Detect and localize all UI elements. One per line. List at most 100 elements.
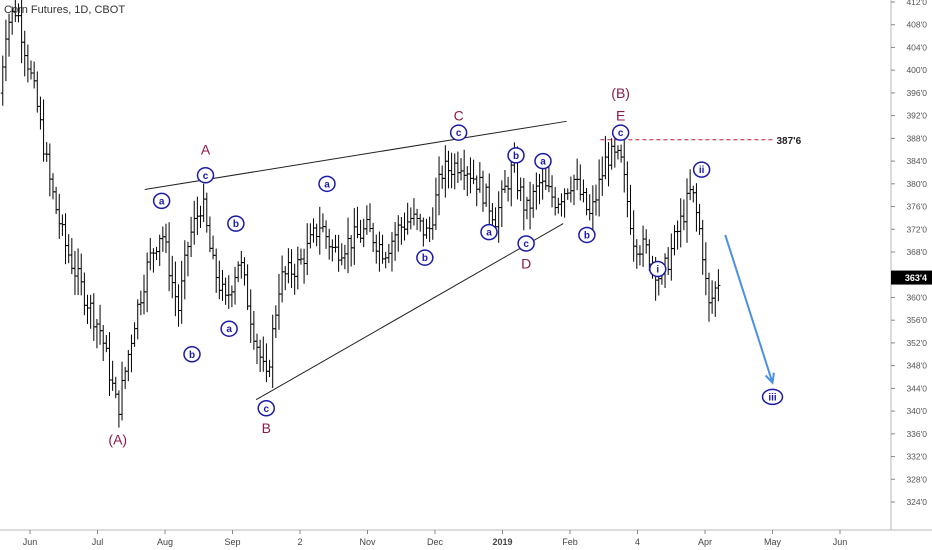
- ohlc-bar: [678, 198, 683, 248]
- ohlc-bar: [104, 335, 109, 353]
- ohlc-bar: [267, 359, 272, 378]
- circle-outline: [649, 260, 667, 278]
- ohlc-bar: [358, 219, 363, 243]
- ohlc-bar: [462, 149, 467, 191]
- ohlc-bar: [609, 138, 614, 170]
- circle-wave-label: a: [480, 223, 498, 241]
- ohlc-bar: [556, 197, 561, 214]
- ohlc-bar: [280, 255, 285, 303]
- ohlc-bar: [333, 234, 338, 253]
- ohlc-bar: [327, 228, 332, 260]
- time-tick-label: May: [764, 537, 782, 547]
- circle-text: i: [656, 265, 659, 276]
- ohlc-bar: [487, 173, 492, 226]
- circle-outline: [692, 161, 711, 178]
- price-tick-label: 376'0: [906, 202, 927, 212]
- circle-outline: [227, 215, 245, 232]
- price-axis[interactable]: 324'0 328'0 332'0 336'0 340'0 344'0 348'0 352'0…: [890, 0, 932, 530]
- circle-wave-label: b: [507, 147, 525, 164]
- circle-text: a: [486, 228, 492, 239]
- circle-text: a: [324, 179, 330, 190]
- ohlc-bar: [553, 187, 558, 216]
- circle-text: iii: [768, 392, 777, 403]
- ohlc-bar: [38, 96, 43, 130]
- ohlc-bar: [176, 284, 181, 327]
- ohlc-bar: [349, 235, 354, 267]
- time-tick-label: Jun: [23, 537, 38, 547]
- price-tick-label: 344'0: [906, 383, 927, 393]
- ohlc-bar: [383, 251, 388, 269]
- ohlc-bar: [518, 177, 523, 202]
- ohlc-bar: [182, 240, 187, 300]
- circle-text: ii: [699, 165, 705, 176]
- ohlc-bar: [154, 246, 159, 260]
- ohlc-bar: [342, 244, 347, 270]
- projection-arrow: [724, 234, 774, 383]
- ohlc-bar: [286, 248, 291, 284]
- wave-label: (B): [611, 85, 630, 101]
- ohlc-bar: [142, 274, 147, 315]
- ohlc-bar: [433, 177, 438, 230]
- ohlc-bar: [521, 177, 526, 231]
- time-tick-label: 2: [297, 537, 302, 547]
- circle-wave-label: ii: [692, 161, 711, 178]
- circle-wave-label: c: [257, 400, 275, 417]
- circle-outline: [152, 192, 171, 210]
- ohlc-bar: [568, 176, 573, 203]
- ohlc-bar: [584, 187, 589, 216]
- circle-outline: [318, 175, 336, 193]
- ohlc-bar: [691, 185, 696, 203]
- ohlc-bar: [471, 159, 476, 185]
- time-axis[interactable]: Jun Jul Aug Sep 2 Nov Dec 2019 Feb 4 Apr May Jun: [0, 529, 932, 547]
- time-tick-label: Aug: [157, 537, 173, 547]
- ohlc-bar: [233, 266, 238, 305]
- ohlc-bar: [207, 216, 212, 253]
- ohlc-bar: [192, 200, 197, 245]
- ohlc-bar: [276, 273, 281, 330]
- price-tick-label: 408'0: [906, 20, 927, 30]
- price-tick-label: 368'0: [906, 247, 927, 257]
- ohlc-bar: [311, 218, 316, 243]
- ohlc-bar: [622, 138, 627, 193]
- ohlc-bar: [217, 260, 222, 300]
- ohlc-bar: [380, 234, 385, 264]
- last-price-badge: [891, 270, 932, 285]
- ohlc-bar: [443, 145, 448, 198]
- ohlc-bar: [597, 159, 602, 217]
- ohlc-bar: [204, 192, 209, 233]
- price-tick-label: 404'0: [906, 42, 927, 52]
- chart-title: Corn Futures, 1D, CBOT: [4, 4, 126, 16]
- ohlc-bar: [399, 217, 404, 245]
- ohlc-bar: [189, 216, 194, 258]
- ohlc-bar: [562, 188, 567, 218]
- price-tick-label: 392'0: [906, 111, 927, 121]
- ohlc-bar: [468, 157, 473, 194]
- ohlc-bar: [255, 333, 260, 365]
- circle-outline: [416, 249, 434, 266]
- price-tick-label: 400'0: [906, 65, 927, 75]
- circle-text: c: [523, 239, 529, 250]
- ohlc-bar: [248, 289, 253, 343]
- ohlc-bar: [637, 245, 642, 266]
- ohlc-bar: [94, 318, 99, 349]
- ohlc-bar: [528, 181, 533, 230]
- ohlc-bar: [242, 257, 247, 286]
- time-tick-label: Feb: [562, 537, 578, 547]
- ohlc-bar: [449, 152, 454, 189]
- ohlc-bar: [587, 194, 592, 221]
- circle-outline: [534, 152, 552, 170]
- ohlc-bar: [578, 164, 583, 201]
- price-tick-label: 340'0: [906, 406, 927, 416]
- circle-wave-label: c: [611, 124, 630, 141]
- circle-text: b: [189, 350, 195, 361]
- ohlc-bar: [167, 222, 172, 292]
- ohlc-bar: [371, 222, 376, 252]
- ohlc-bar: [151, 248, 156, 273]
- ohlc-bar: [531, 184, 536, 218]
- ohlc-bar: [411, 198, 416, 226]
- wave-label: (A): [108, 432, 127, 448]
- ohlc-bar: [29, 60, 34, 80]
- ohlc-bar: [258, 339, 263, 372]
